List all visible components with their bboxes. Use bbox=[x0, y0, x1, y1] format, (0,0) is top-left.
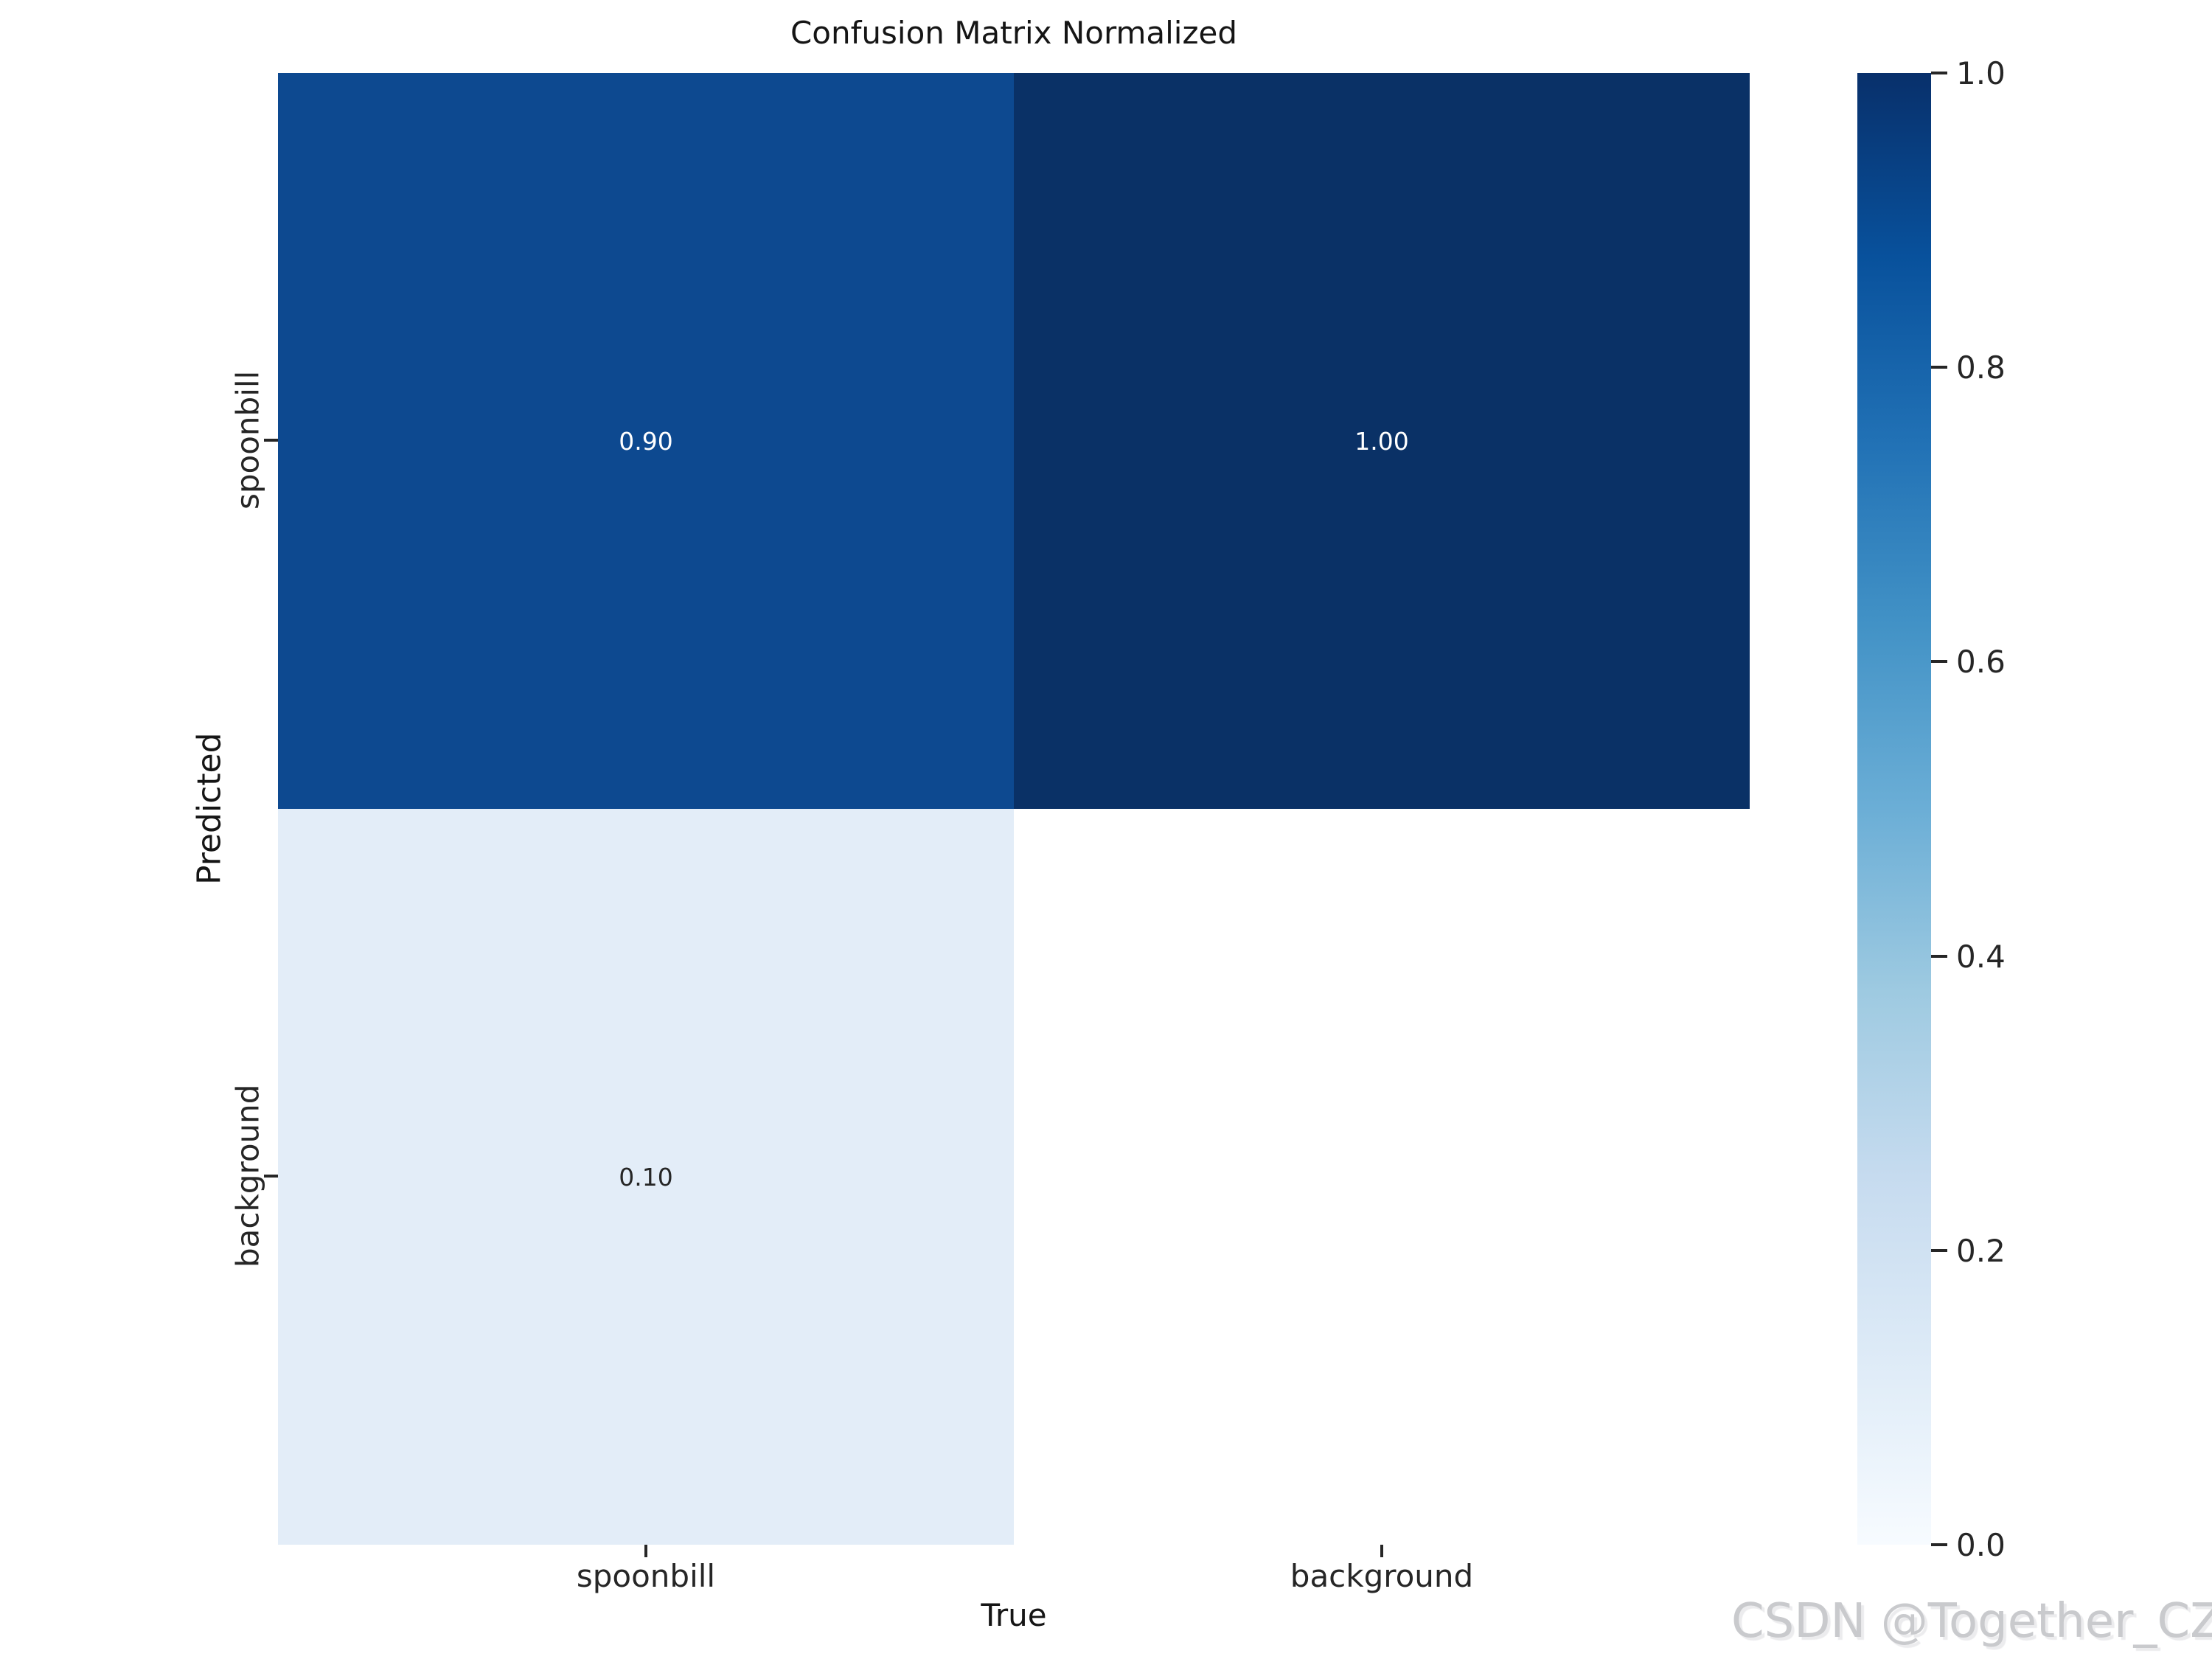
chart-title: Confusion Matrix Normalized bbox=[790, 15, 1238, 51]
colorbar-tick-label-0.0: 0.0 bbox=[1956, 1526, 2006, 1563]
heatmap-cell-r0c0: 0.90 bbox=[278, 73, 1014, 809]
watermark: CSDN @Together_CZ bbox=[1731, 1594, 2212, 1649]
x-tick-label-spoonbill: spoonbill bbox=[576, 1558, 716, 1594]
cell-value-r0c0: 0.90 bbox=[619, 426, 673, 456]
colorbar-tick-label-0.6: 0.6 bbox=[1956, 643, 2006, 680]
colorbar-tick-label-0.2: 0.2 bbox=[1956, 1232, 2006, 1269]
x-tick-mark-spoonbill bbox=[644, 1545, 647, 1557]
colorbar-tick-label-0.4: 0.4 bbox=[1956, 938, 2006, 975]
colorbar-tick-label-1.0: 1.0 bbox=[1956, 55, 2006, 91]
colorbar-tick-0.6 bbox=[1931, 660, 1947, 663]
colorbar-tick-1.0 bbox=[1931, 72, 1947, 74]
heatmap-cell-r1c0: 0.10 bbox=[278, 809, 1014, 1545]
y-tick-mark-background bbox=[264, 1175, 278, 1178]
colorbar-tick-0.2 bbox=[1931, 1249, 1947, 1252]
heatmap: 0.90 1.00 0.10 bbox=[278, 73, 1750, 1545]
colorbar-gradient bbox=[1857, 73, 1931, 1545]
x-tick-mark-background bbox=[1380, 1545, 1383, 1557]
x-tick-label-background: background bbox=[1290, 1558, 1474, 1594]
cell-value-r0c1: 1.00 bbox=[1354, 426, 1409, 456]
colorbar-tick-0.0 bbox=[1931, 1543, 1947, 1546]
y-axis-label: Predicted bbox=[190, 732, 229, 886]
heatmap-cell-r1c1 bbox=[1014, 809, 1750, 1545]
cell-value-r1c0: 0.10 bbox=[619, 1162, 673, 1192]
colorbar-tick-label-0.8: 0.8 bbox=[1956, 349, 2006, 386]
x-axis-label: True bbox=[981, 1597, 1047, 1633]
heatmap-cell-r0c1: 1.00 bbox=[1014, 73, 1750, 809]
colorbar-tick-0.4 bbox=[1931, 955, 1947, 958]
y-tick-mark-spoonbill bbox=[264, 439, 278, 442]
colorbar-tick-0.8 bbox=[1931, 366, 1947, 369]
